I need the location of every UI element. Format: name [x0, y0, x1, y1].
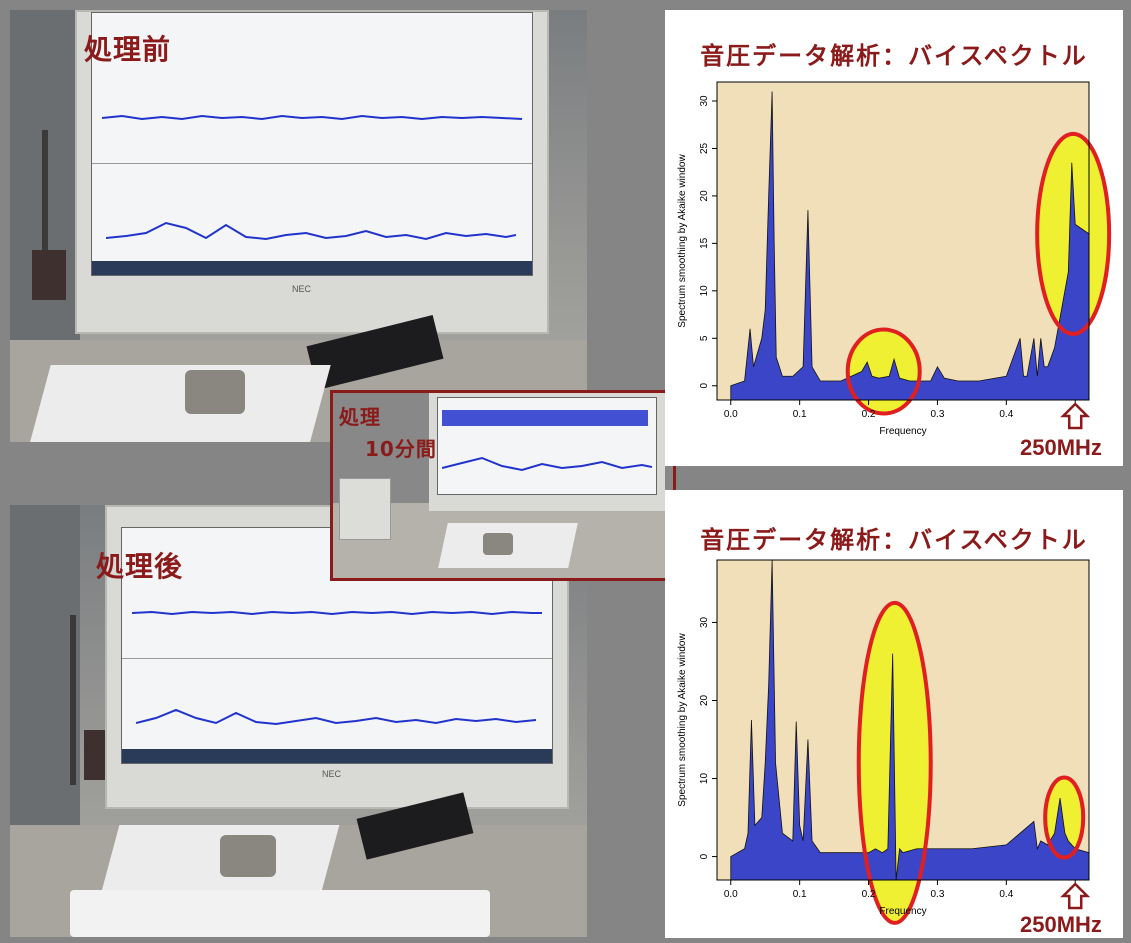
y-tick-label: 20	[699, 190, 710, 202]
chart-panel-bottom: 音圧データ解析：バイスペクトル 0.00.10.20.30.40.5010203…	[665, 490, 1123, 938]
foam-pad	[29, 365, 331, 442]
inset-device	[339, 478, 391, 540]
plot-frame	[716, 559, 1090, 881]
taskbar	[92, 261, 532, 275]
photo-before: NEC 処理前	[10, 10, 587, 442]
y-tick-label: 25	[699, 142, 710, 154]
y-tick-label: 5	[699, 335, 710, 341]
valve-fitting	[185, 370, 245, 414]
highlight-ellipse-0	[845, 327, 922, 416]
screen-divider	[92, 163, 532, 164]
x-tick-label: 0.4	[999, 409, 1013, 420]
x-tick-label: 0.4	[999, 889, 1013, 900]
x-tick-label: 0.1	[793, 889, 807, 900]
inset-wave-top	[442, 410, 648, 426]
highlight-ellipse-1	[1035, 131, 1112, 336]
y-tick-label: 30	[699, 95, 710, 107]
y-tick-label: 10	[699, 285, 710, 297]
screen-divider	[122, 658, 552, 659]
x-tick-label: 0.2	[862, 409, 876, 420]
waveform-top-before	[102, 114, 522, 121]
x-tick-label: 0.2	[862, 889, 876, 900]
inset-wave-bottom	[442, 456, 652, 472]
x-tick-label: 0.0	[724, 889, 738, 900]
y-tick-label: 10	[699, 773, 710, 785]
chart-bottom: 0.00.10.20.30.40.50102030FrequencySpectr…	[677, 559, 1091, 925]
x-tick-label: 0.1	[793, 409, 807, 420]
y-tick-label: 0	[699, 853, 710, 859]
y-tick-label: 0	[699, 383, 710, 389]
arrow-up-icon	[1060, 882, 1091, 910]
highlight-fill-0	[858, 602, 931, 923]
monitor-brand: NEC	[322, 769, 342, 779]
y-axis-label: Spectrum smoothing by Akaike window	[677, 154, 688, 328]
y-tick-label: 15	[699, 237, 710, 249]
chart-title-bottom: 音圧データ解析：バイスペクトル	[700, 526, 1088, 554]
highlight-ellipse-1	[1043, 775, 1086, 860]
inset-screen	[437, 397, 657, 495]
label-after: 処理後	[96, 550, 184, 583]
valve-fitting	[220, 835, 276, 877]
y-tick-label: 20	[699, 694, 710, 706]
highlight-ellipse-0	[856, 600, 933, 925]
inset-monitor	[429, 393, 665, 511]
x-tick-label: 0.3	[930, 409, 944, 420]
plot-frame	[716, 81, 1090, 401]
waveform-top-after	[132, 610, 542, 616]
monitor-before: NEC	[75, 10, 549, 334]
chart-panel-top: 音圧データ解析：バイスペクトル 0.00.10.20.30.40.5051015…	[665, 10, 1123, 466]
arrow-up-icon	[1060, 402, 1091, 430]
y-axis-label: Spectrum smoothing by Akaike window	[677, 633, 688, 807]
chart-top: 0.00.10.20.30.40.5051015202530FrequencyS…	[677, 81, 1112, 437]
waveform-bottom-after	[136, 708, 536, 726]
chart-title-top: 音圧データ解析：バイスペクトル	[700, 42, 1088, 70]
monitor-brand: NEC	[292, 284, 312, 294]
annotation-250mhz-top: 250MHz	[1020, 435, 1102, 460]
x-tick-label: 0.0	[724, 409, 738, 420]
taskbar	[122, 749, 552, 763]
stand-pole	[70, 615, 76, 785]
label-before: 処理前	[84, 33, 172, 66]
stand-base	[32, 250, 66, 300]
inset-label-line2: 10分間	[365, 437, 437, 461]
x-tick-label: 0.3	[930, 889, 944, 900]
annotation-250mhz-bottom: 250MHz	[1020, 912, 1102, 937]
inset-processing: 処理 10分間	[330, 390, 676, 581]
inset-label-line1: 処理	[339, 405, 381, 429]
keyboard	[70, 890, 490, 937]
monitor-screen-before	[91, 12, 533, 276]
stand-pole	[42, 130, 48, 290]
y-tick-label: 30	[699, 616, 710, 628]
x-axis-label: Frequency	[879, 426, 926, 437]
x-axis-label: Frequency	[879, 906, 926, 917]
waveform-bottom-before	[106, 221, 516, 241]
spectrum-area	[730, 91, 1090, 401]
inset-valve	[483, 533, 513, 555]
